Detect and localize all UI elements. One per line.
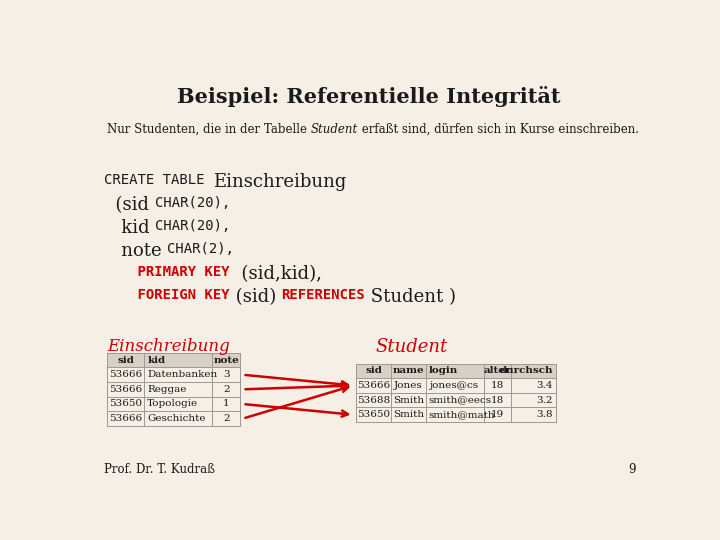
FancyArrowPatch shape	[246, 404, 348, 417]
Text: FOREIGN KEY: FOREIGN KEY	[104, 288, 230, 302]
Text: jones@cs: jones@cs	[428, 381, 478, 390]
Text: erfaßt sind, dürfen sich in Kurse einschreiben.: erfaßt sind, dürfen sich in Kurse einsch…	[358, 123, 639, 136]
FancyArrowPatch shape	[246, 375, 348, 387]
Text: smith@math: smith@math	[428, 410, 495, 419]
Text: 18: 18	[491, 381, 504, 390]
Text: kid: kid	[148, 356, 166, 364]
Text: (sid: (sid	[104, 195, 155, 214]
Text: sid: sid	[365, 366, 382, 375]
Text: Student ): Student )	[365, 288, 456, 306]
Text: CHAR(2),: CHAR(2),	[167, 242, 234, 256]
Bar	[356, 363, 556, 378]
Text: 3: 3	[223, 370, 230, 379]
Text: (sid): (sid)	[230, 288, 282, 306]
Text: Einschreibung: Einschreibung	[107, 338, 230, 355]
Text: kid: kid	[104, 219, 156, 237]
Text: sid: sid	[117, 356, 134, 364]
Text: Nur Studenten, die in der Tabelle: Nur Studenten, die in der Tabelle	[107, 123, 311, 136]
Text: PRIMARY KEY: PRIMARY KEY	[104, 265, 230, 279]
Text: Geschichte: Geschichte	[148, 414, 206, 423]
Text: 1: 1	[223, 400, 230, 408]
Text: 53688: 53688	[357, 396, 390, 404]
FancyArrowPatch shape	[246, 386, 348, 418]
Text: Beispiel: Referentielle Integrität: Beispiel: Referentielle Integrität	[177, 86, 561, 107]
Text: 53666: 53666	[357, 381, 390, 390]
Text: 3.4: 3.4	[536, 381, 553, 390]
Text: Reggae: Reggae	[148, 385, 186, 394]
Text: Smith: Smith	[393, 396, 424, 404]
Text: Student: Student	[311, 123, 358, 136]
Text: 53666: 53666	[109, 370, 143, 379]
Text: CREATE TABLE: CREATE TABLE	[104, 173, 213, 187]
Text: 3.8: 3.8	[536, 410, 553, 419]
Text: 9: 9	[628, 463, 636, 476]
Text: REFERENCES: REFERENCES	[282, 288, 365, 302]
Text: Topologie: Topologie	[148, 400, 199, 408]
Text: Einschreibung: Einschreibung	[213, 173, 346, 191]
Text: 53666: 53666	[109, 385, 143, 394]
Text: 18: 18	[491, 396, 504, 404]
Text: 2: 2	[223, 414, 230, 423]
Text: 53650: 53650	[109, 400, 143, 408]
Text: 53650: 53650	[357, 410, 390, 419]
Text: Smith: Smith	[393, 410, 424, 419]
Text: Student: Student	[375, 338, 447, 356]
Text: 2: 2	[223, 385, 230, 394]
Text: name: name	[392, 366, 424, 375]
Text: CHAR(20),: CHAR(20),	[155, 195, 230, 210]
Text: 53666: 53666	[109, 414, 143, 423]
Text: Prof. Dr. T. Kudraß: Prof. Dr. T. Kudraß	[104, 463, 215, 476]
Text: CHAR(20),: CHAR(20),	[156, 219, 230, 233]
FancyArrowPatch shape	[246, 383, 348, 389]
Text: alter: alter	[484, 366, 511, 375]
Text: note: note	[104, 242, 167, 260]
Text: 19: 19	[491, 410, 504, 419]
Text: login: login	[428, 366, 458, 375]
Text: note: note	[214, 356, 239, 364]
Text: 3.2: 3.2	[536, 396, 553, 404]
Text: smith@eecs: smith@eecs	[428, 396, 492, 404]
Text: Jones: Jones	[394, 381, 423, 390]
Text: (sid,kid),: (sid,kid),	[230, 265, 321, 283]
Bar	[107, 353, 240, 367]
Text: Datenbanken: Datenbanken	[148, 370, 217, 379]
Text: durchsch: durchsch	[499, 366, 553, 375]
